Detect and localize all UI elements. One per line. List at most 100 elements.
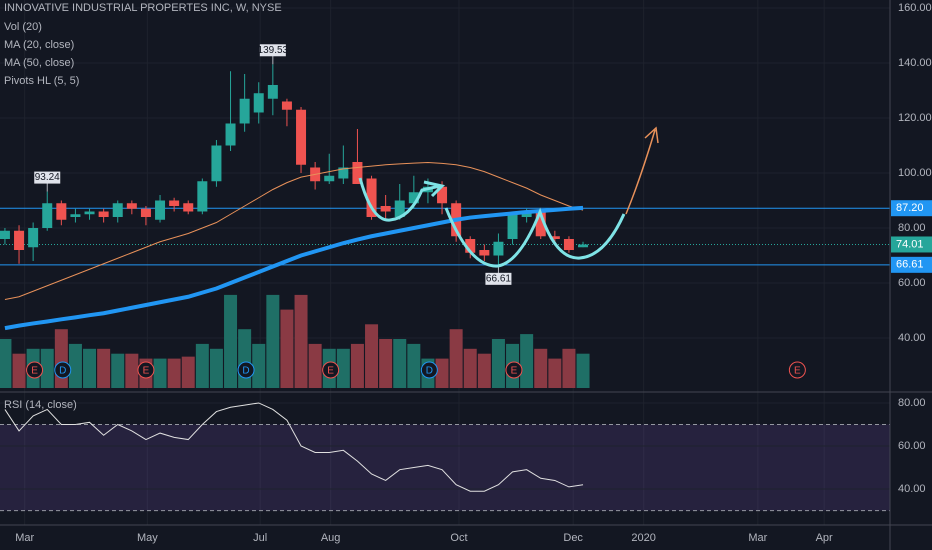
volume-bar — [562, 348, 576, 388]
volume-bar — [54, 329, 68, 388]
volume-bar — [153, 358, 167, 388]
candle-body — [183, 203, 194, 212]
candle-body — [28, 228, 39, 248]
drawing-projection — [625, 126, 659, 215]
volume-bar — [68, 343, 82, 388]
candle-body — [324, 175, 335, 182]
event-label: E — [31, 366, 38, 377]
event-label: D — [242, 366, 249, 377]
pivot-label: 139.53 — [258, 45, 289, 56]
volume-bar — [0, 339, 12, 388]
candle-body — [296, 109, 307, 165]
volume-bar — [266, 294, 280, 388]
candle-body — [253, 93, 264, 113]
candle-body — [563, 239, 574, 251]
candle-body — [211, 145, 222, 182]
event-marker — [54, 361, 72, 379]
volume-bar — [224, 294, 238, 388]
candle-body — [493, 241, 504, 256]
x-tick-label: 2020 — [631, 532, 655, 544]
candle-body — [281, 101, 292, 110]
candle-body — [56, 203, 67, 220]
rsi-band — [0, 424, 890, 511]
x-tick-label: Mar — [748, 532, 767, 544]
volume-bar — [97, 348, 111, 388]
volume-bar — [252, 343, 266, 388]
moving-average — [4, 205, 584, 331]
volume-bar — [125, 353, 139, 388]
candle-body — [267, 84, 278, 99]
event-label: E — [794, 366, 801, 377]
indicator-label: MA (50, close) — [4, 57, 74, 69]
candle-body — [479, 250, 490, 256]
candle-body — [225, 123, 236, 146]
event-label: E — [327, 366, 334, 377]
volume-bar — [111, 353, 125, 388]
indicator-label: Vol (20) — [4, 21, 42, 33]
event-marker — [237, 361, 255, 379]
y-tick-label: 120.00 — [898, 112, 932, 124]
volume-bar — [435, 358, 449, 388]
volume-bar — [195, 343, 209, 388]
volume-bar — [477, 353, 491, 388]
y-tick-label: 160.00 — [898, 2, 932, 14]
candle-body — [465, 239, 476, 253]
volume-bar — [209, 348, 223, 388]
candle-body — [535, 211, 546, 237]
candle-body — [507, 214, 518, 240]
y-tick-label: 80.00 — [898, 222, 926, 234]
candle-body — [70, 214, 81, 218]
event-marker — [137, 361, 155, 379]
rsi-line — [4, 402, 584, 492]
y-tick-label: 80.00 — [898, 397, 926, 409]
y-tick-label: 140.00 — [898, 57, 932, 69]
volume-bar — [407, 343, 421, 388]
event-label: E — [511, 366, 518, 377]
y-tick-label: 40.00 — [898, 483, 926, 495]
candle-body — [408, 192, 419, 204]
candle-body — [14, 230, 25, 251]
price-label-box — [891, 236, 932, 253]
volume-bar — [294, 294, 308, 388]
volume-bar — [449, 329, 463, 388]
x-tick-label: Mar — [15, 532, 34, 544]
drawing-pattern — [444, 207, 626, 268]
candle-body — [366, 178, 377, 218]
candle-body — [169, 200, 180, 207]
volume-bar — [393, 339, 407, 388]
candle-body — [338, 167, 349, 179]
candle-body — [0, 230, 10, 240]
event-label: D — [426, 366, 433, 377]
volume-bar — [83, 348, 97, 388]
candle-body — [578, 244, 589, 248]
x-tick-label: Aug — [321, 532, 341, 544]
candle-body — [84, 211, 95, 215]
price-label-box — [891, 200, 932, 217]
volume-bar — [548, 358, 562, 388]
volume-bar — [534, 348, 548, 388]
candle-body — [437, 186, 448, 204]
chart-title: INNOVATIVE INDUSTRIAL PROPERTES INC, W, … — [4, 2, 282, 14]
volume-bar — [463, 348, 477, 388]
pivot-box — [485, 272, 512, 285]
x-tick-label: Apr — [816, 532, 833, 544]
y-tick-label: 40.00 — [898, 332, 926, 344]
candle-body — [155, 200, 166, 220]
y-tick-label: 60.00 — [898, 440, 926, 452]
candle-body — [549, 236, 560, 240]
price-label: 87.20 — [896, 202, 924, 214]
event-label: D — [59, 366, 66, 377]
candle-body — [352, 161, 363, 184]
y-tick-label: 100.00 — [898, 167, 932, 179]
volume-bar — [576, 353, 590, 388]
price-label: 74.01 — [896, 238, 924, 250]
volume-bar — [336, 348, 350, 388]
volume-bar — [238, 329, 252, 388]
candle-body — [239, 98, 250, 124]
drawing-cup — [358, 177, 441, 222]
candle-body — [197, 181, 208, 212]
volume-bar — [167, 358, 181, 388]
event-label: E — [143, 366, 150, 377]
volume-bar — [280, 309, 294, 388]
candle-body — [42, 203, 53, 229]
